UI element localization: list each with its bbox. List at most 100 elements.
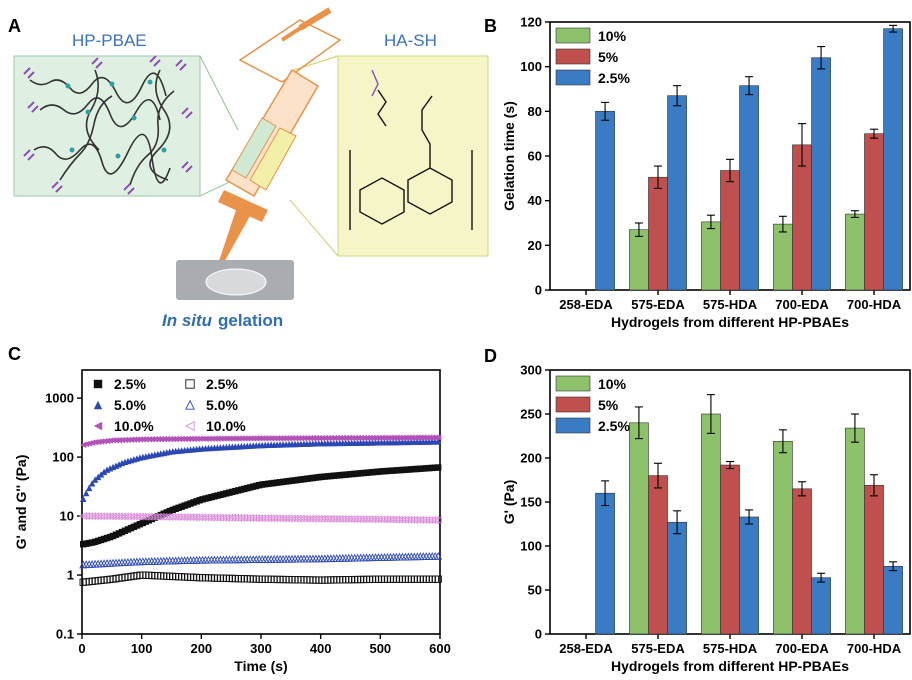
bar-blue xyxy=(667,521,687,635)
hp-pbae-network-drawing xyxy=(29,69,175,186)
marker xyxy=(97,438,105,445)
bar-green xyxy=(845,213,865,291)
y-tick-label: 20 xyxy=(528,238,542,253)
x-tick-label: 0 xyxy=(78,641,85,656)
gelation-time-chart: 0 20 40 60 80 100 120 258-EDA 575-EDA 575-HDA 700-… xyxy=(501,15,911,330)
marker xyxy=(100,468,108,475)
y-tick-label: 100 xyxy=(520,539,542,554)
bar-green xyxy=(845,427,865,635)
legend-label: 2.5% xyxy=(598,70,630,86)
y-tick-label: 80 xyxy=(528,104,542,119)
ha-sh-structure-box xyxy=(337,55,489,257)
y-tick-label: 150 xyxy=(520,495,542,510)
legend-label: 10.0% xyxy=(206,418,246,434)
x-tick-label: 200 xyxy=(190,641,212,656)
y-tick-label: 60 xyxy=(528,149,542,164)
ha-sh-label: HA-SH xyxy=(384,31,437,50)
marker xyxy=(79,441,87,448)
marker xyxy=(82,440,90,448)
y-tick-label: 50 xyxy=(528,583,542,598)
legend-label: 10.0% xyxy=(114,418,154,434)
hp-pbae-nodes xyxy=(65,79,167,159)
y-axis-title: G' and G'' (Pa) xyxy=(13,455,29,550)
y-tick-label: 0 xyxy=(535,627,542,642)
legend-label: 5% xyxy=(598,397,619,413)
marker xyxy=(79,495,87,502)
legend-swatch xyxy=(555,417,591,434)
marker xyxy=(106,437,114,444)
gel-droplet xyxy=(205,268,267,296)
legend-label: 5% xyxy=(598,49,619,65)
hp-pbae-label: HP-PBAE xyxy=(72,31,147,50)
legend-label: 5.0% xyxy=(206,397,238,413)
bar-red xyxy=(720,170,740,291)
marker xyxy=(434,575,442,583)
marker xyxy=(434,516,442,525)
bar-blue xyxy=(811,577,831,635)
bar-red xyxy=(864,484,884,635)
legend-swatch xyxy=(555,396,591,413)
legend-swatch xyxy=(555,375,591,392)
x-tick-label: 500 xyxy=(369,641,391,656)
caption-in-situ: In situ xyxy=(162,311,213,330)
legend-label: 2.5% xyxy=(114,376,146,392)
hp-pbae-network-box xyxy=(13,55,201,197)
legend-label: 10% xyxy=(598,28,627,44)
y-tick-label: 100 xyxy=(52,450,74,465)
series-1 xyxy=(79,438,442,502)
marker xyxy=(91,439,99,446)
marker xyxy=(94,473,102,481)
bar-blue xyxy=(595,492,615,635)
x-tick-label: 100 xyxy=(131,641,153,656)
series-5 xyxy=(78,512,442,525)
panel-a: A HP-PBAE HA-SH xyxy=(8,7,489,330)
hp-pbae-end-groups xyxy=(23,55,193,195)
x-tick-label: 575-HDA xyxy=(703,297,758,312)
series-4 xyxy=(79,551,443,569)
legend-swatch xyxy=(555,69,591,86)
x-tick-label: 258-EDA xyxy=(559,641,613,656)
marker xyxy=(93,400,103,410)
series-0 xyxy=(79,464,442,548)
x-tick-label: 700-HDA xyxy=(847,297,902,312)
bar-blue xyxy=(883,28,903,291)
x-tick-label: 700-HDA xyxy=(847,641,902,656)
legend-label: 10% xyxy=(598,376,627,392)
bar-blue xyxy=(811,57,831,291)
y-tick-label: 10 xyxy=(60,509,74,524)
series-3 xyxy=(79,571,442,586)
y-tick-label: 40 xyxy=(528,193,542,208)
marker xyxy=(435,434,442,441)
legend-swatch xyxy=(555,48,591,65)
y-tick-label: 1 xyxy=(67,568,74,583)
y-axis-title: G' (Pa) xyxy=(501,480,517,525)
bar-red xyxy=(864,133,884,291)
ha-sh-chemical-structure xyxy=(349,89,473,230)
bar-blue xyxy=(739,516,759,635)
y-tick-label: 300 xyxy=(520,363,542,378)
marker xyxy=(85,440,93,447)
bar-red xyxy=(648,176,668,291)
bar-red xyxy=(648,475,668,635)
marker xyxy=(103,437,111,445)
storage-modulus-chart: 0 50 100 150 200 250 300 258-EDA 575-EDA 575-HDA 7… xyxy=(501,363,911,674)
x-tick-label: 575-HDA xyxy=(703,641,758,656)
marker xyxy=(94,438,102,446)
marker xyxy=(93,421,103,431)
x-tick-label: 400 xyxy=(310,641,332,656)
x-axis-title: Hydrogels from different HP-PBAEs xyxy=(611,314,849,330)
marker xyxy=(82,489,90,497)
bar-red xyxy=(720,464,740,635)
caption-gelation: gelation xyxy=(218,311,283,330)
bar-green xyxy=(629,229,649,291)
panel-c-letter: C xyxy=(8,344,21,364)
zoom-line-right-bottom xyxy=(289,199,339,257)
y-axis-title: Gelation time (s) xyxy=(501,101,517,211)
x-tick-label: 700-EDA xyxy=(775,297,829,312)
panel-d: D 0 50 100 150 200 250 300 258-EDA 575-EDA 575-HD… xyxy=(484,346,911,674)
bar-green xyxy=(701,413,721,635)
panel-b-letter: B xyxy=(484,16,497,36)
y-tick-label: 120 xyxy=(520,15,542,30)
legend-swatch xyxy=(555,27,591,44)
bar-blue xyxy=(739,85,759,291)
